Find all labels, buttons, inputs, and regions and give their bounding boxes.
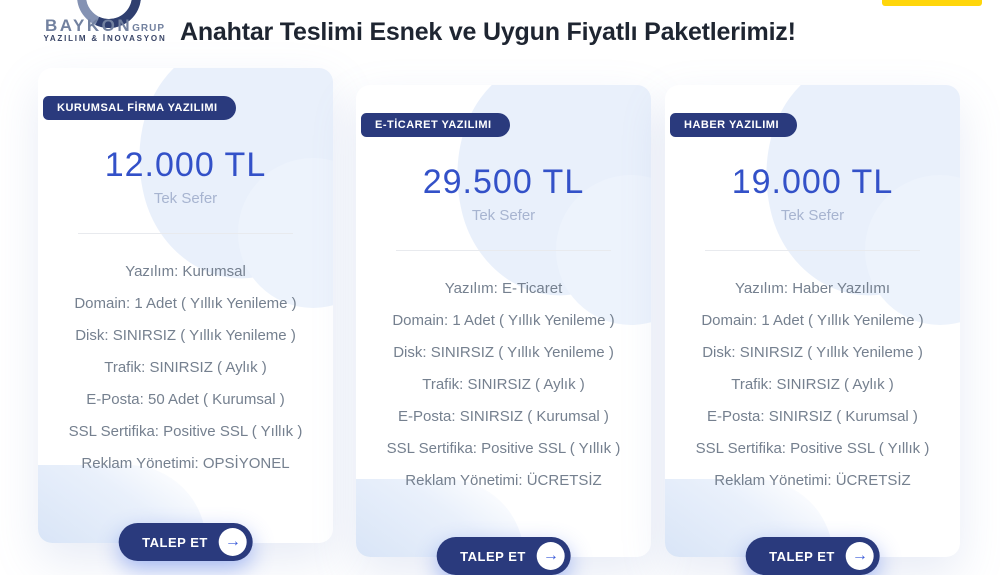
plan-period: Tek Sefer: [471, 207, 536, 224]
arrow-circle: →: [845, 542, 874, 570]
feature-item: SSL Sertifika: Positive SSL ( Yıllık ): [68, 423, 303, 440]
feature-item: Reklam Yönetimi: OPSİYONEL: [81, 455, 290, 472]
request-button[interactable]: TALEP ET →: [745, 537, 880, 575]
plan-period: Tek Sefer: [153, 190, 218, 207]
request-button-label: TALEP ET: [460, 548, 526, 564]
feature-item: E-Posta: SINIRSIZ ( Kurumsal ): [398, 408, 609, 425]
feature-item: Yazılım: Kurumsal: [125, 263, 246, 280]
pricing-card-eticaret: E-TİCARET YAZILIMI 29.500 TL Tek Sefer Y…: [356, 85, 651, 575]
brand-logo[interactable]: BAYKONGRUP YAZILIM & İNOVASYON: [20, 0, 190, 50]
feature-item: E-Posta: 50 Adet ( Kurumsal ): [86, 391, 285, 408]
request-button[interactable]: TALEP ET →: [436, 537, 571, 575]
brand-suffix-text: GRUP: [132, 23, 165, 34]
arrow-right-icon: →: [224, 533, 241, 550]
feature-item: Domain: 1 Adet ( Yıllık Yenileme ): [701, 312, 924, 329]
feature-item: Trafik: SINIRSIZ ( Aylık ): [422, 376, 585, 393]
feature-item: Trafik: SINIRSIZ ( Aylık ): [731, 376, 894, 393]
divider: [396, 250, 611, 251]
pricing-card-haber: HABER YAZILIMI 19.000 TL Tek Sefer Yazıl…: [665, 85, 960, 575]
page-title: Anahtar Teslimi Esnek ve Uygun Fiyatlı P…: [180, 17, 796, 46]
feature-list: Yazılım: Haber Yazılımı Domain: 1 Adet (…: [665, 273, 960, 497]
arrow-right-icon: →: [851, 547, 868, 564]
plan-badge: E-TİCARET YAZILIMI: [361, 113, 510, 137]
brand-text: BAYKON: [44, 16, 133, 35]
arrow-right-icon: →: [542, 547, 559, 564]
feature-item: E-Posta: SINIRSIZ ( Kurumsal ): [707, 408, 918, 425]
feature-item: Domain: 1 Adet ( Yıllık Yenileme ): [392, 312, 615, 329]
arrow-circle: →: [536, 542, 565, 570]
plan-badge: KURUMSAL FİRMA YAZILIMI: [43, 96, 236, 120]
request-button-label: TALEP ET: [769, 548, 835, 564]
pricing-card-kurumsal: KURUMSAL FİRMA YAZILIMI 12.000 TL Tek Se…: [38, 68, 333, 561]
feature-item: SSL Sertifika: Positive SSL ( Yıllık ): [386, 440, 621, 457]
plan-badge: HABER YAZILIMI: [670, 113, 798, 137]
request-button-label: TALEP ET: [142, 534, 208, 550]
feature-item: Reklam Yönetimi: ÜCRETSİZ: [714, 472, 911, 489]
feature-item: SSL Sertifika: Positive SSL ( Yıllık ): [695, 440, 930, 457]
plan-price: 29.500 TL: [422, 163, 585, 201]
brand-name: BAYKONGRUP: [20, 16, 190, 36]
feature-item: Trafik: SINIRSIZ ( Aylık ): [104, 359, 267, 376]
feature-item: Disk: SINIRSIZ ( Yıllık Yenileme ): [702, 344, 923, 361]
feature-item: Yazılım: E-Ticaret: [444, 280, 563, 297]
plan-price: 12.000 TL: [104, 146, 267, 184]
feature-item: Reklam Yönetimi: ÜCRETSİZ: [405, 472, 602, 489]
plan-price: 19.000 TL: [731, 163, 894, 201]
request-button[interactable]: TALEP ET →: [118, 523, 253, 561]
brand-tagline: YAZILIM & İNOVASYON: [43, 34, 167, 43]
divider: [705, 250, 920, 251]
feature-item: Disk: SINIRSIZ ( Yıllık Yenileme ): [393, 344, 614, 361]
feature-list: Yazılım: E-Ticaret Domain: 1 Adet ( Yıll…: [356, 273, 651, 497]
header-cta-button-partial[interactable]: [882, 0, 982, 6]
feature-item: Domain: 1 Adet ( Yıllık Yenileme ): [74, 295, 297, 312]
feature-item: Disk: SINIRSIZ ( Yıllık Yenileme ): [75, 327, 296, 344]
plan-period: Tek Sefer: [780, 207, 845, 224]
divider: [78, 233, 293, 234]
feature-item: Yazılım: Haber Yazılımı: [734, 280, 891, 297]
arrow-circle: →: [218, 528, 247, 556]
feature-list: Yazılım: Kurumsal Domain: 1 Adet ( Yıllı…: [38, 256, 333, 480]
